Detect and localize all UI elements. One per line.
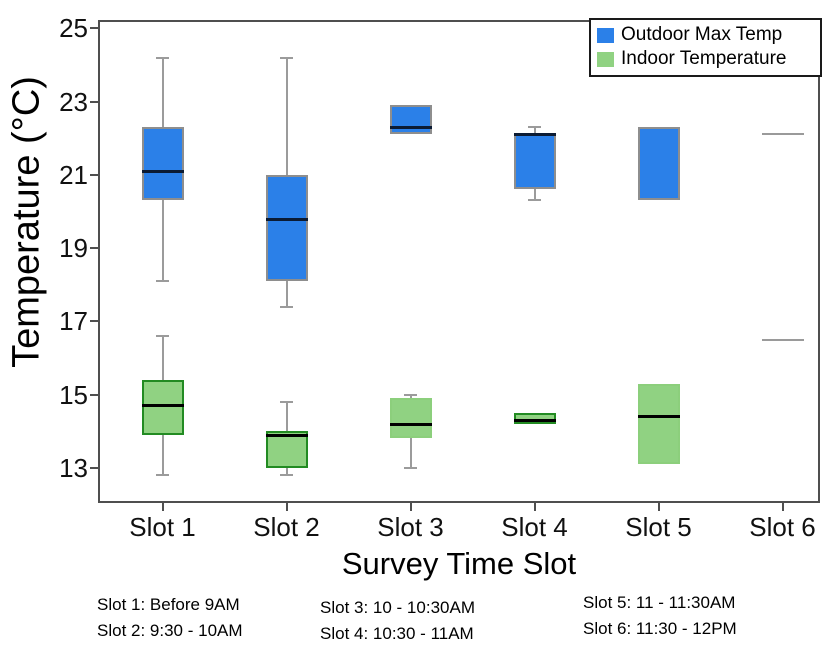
footnote-slot-3: Slot 3: 10 - 10:30AM (320, 598, 475, 617)
indoor-median-slot-2 (265, 433, 308, 437)
outdoor-upper-cap-slot-4 (528, 126, 541, 129)
outdoor-box-slot-4 (513, 134, 556, 190)
outdoor-lower-cap-slot-4 (528, 199, 541, 202)
x-tick-mark-2 (285, 503, 288, 511)
x-tick-label-5: Slot 5 (625, 512, 692, 542)
indoor-median-slot-4 (513, 419, 556, 423)
y-tick-mark-17 (90, 320, 98, 323)
footnote-column-1: Slot 1: Before 9AM Slot 2: 9:30 - 10AM (97, 592, 243, 644)
x-tick-mark-6 (781, 503, 784, 511)
y-tick-mark-23 (90, 100, 98, 103)
x-tick-label-2: Slot 2 (253, 512, 320, 542)
outdoor-median-slot-1 (141, 170, 184, 174)
legend-entry-outdoor: Outdoor Max Temp (597, 23, 814, 47)
indoor-upper-whisker-slot-2 (285, 401, 288, 432)
outdoor-upper-cap-slot-1 (156, 56, 169, 59)
y-tick-label-23: 23 (59, 86, 88, 117)
outdoor-upper-whisker-slot-1 (161, 57, 164, 128)
outdoor-upper-cap-slot-2 (280, 56, 293, 59)
footnote-slot-5: Slot 5: 11 - 11:30AM (583, 593, 736, 612)
outdoor-box-slot-5 (637, 127, 680, 201)
indoor-upper-whisker-slot-1 (161, 335, 164, 380)
indoor-upper-cap-slot-1 (156, 334, 169, 337)
footnote-slot-4: Slot 4: 10:30 - 11AM (320, 624, 474, 643)
y-tick-label-25: 25 (59, 13, 88, 44)
indoor-flat-line-slot-6 (761, 338, 804, 341)
indoor-median-slot-3 (389, 422, 432, 426)
x-tick-mark-1 (161, 503, 164, 511)
y-tick-label-19: 19 (59, 233, 88, 264)
indoor-upper-cap-slot-2 (280, 400, 293, 403)
outdoor-lower-whisker-slot-1 (161, 200, 164, 281)
indoor-box-slot-2 (265, 431, 308, 468)
legend-swatch-indoor-icon (597, 51, 614, 67)
footnote-column-3: Slot 5: 11 - 11:30AM Slot 6: 11:30 - 12P… (583, 590, 737, 642)
x-axis-title: Survey Time Slot (341, 546, 577, 581)
outdoor-box-slot-3 (389, 105, 432, 135)
x-tick-mark-5 (657, 503, 660, 511)
indoor-lower-whisker-slot-3 (409, 438, 412, 468)
y-tick-mark-19 (90, 247, 98, 250)
x-tick-label-6: Slot 6 (749, 512, 816, 542)
outdoor-lower-cap-slot-2 (280, 305, 293, 308)
x-tick-label-3: Slot 3 (377, 512, 444, 542)
y-tick-mark-15 (90, 393, 98, 396)
indoor-lower-cap-slot-2 (280, 474, 293, 477)
legend-entry-indoor: Indoor Temperature (597, 47, 814, 71)
legend: Outdoor Max Temp Indoor Temperature (589, 18, 822, 77)
x-tick-label-1: Slot 1 (129, 512, 196, 542)
indoor-median-slot-5 (637, 415, 680, 419)
x-tick-mark-3 (409, 503, 412, 511)
x-tick-mark-4 (533, 503, 536, 511)
y-tick-label-21: 21 (59, 159, 88, 190)
outdoor-median-slot-2 (265, 217, 308, 221)
outdoor-box-slot-1 (141, 127, 184, 201)
y-tick-mark-25 (90, 27, 98, 30)
footnote-column-2: Slot 3: 10 - 10:30AM Slot 4: 10:30 - 11A… (320, 595, 475, 646)
legend-swatch-outdoor-icon (597, 27, 614, 43)
footnote-slot-6: Slot 6: 11:30 - 12PM (583, 619, 737, 638)
outdoor-upper-whisker-slot-2 (285, 57, 288, 175)
outdoor-flat-line-slot-6 (761, 133, 804, 136)
plot-area (98, 20, 820, 503)
indoor-box-slot-4 (513, 412, 556, 424)
x-tick-label-4: Slot 4 (501, 512, 568, 542)
footnote-slot-2: Slot 2: 9:30 - 10AM (97, 621, 243, 640)
y-tick-mark-21 (90, 173, 98, 176)
indoor-upper-cap-slot-3 (404, 393, 417, 396)
indoor-box-slot-3 (389, 398, 432, 439)
outdoor-median-slot-3 (389, 126, 432, 130)
legend-label-indoor: Indoor Temperature (621, 48, 787, 69)
indoor-lower-cap-slot-3 (404, 466, 417, 469)
indoor-lower-whisker-slot-2 (285, 467, 288, 476)
y-tick-label-15: 15 (59, 379, 88, 410)
indoor-median-slot-1 (141, 404, 184, 408)
outdoor-lower-whisker-slot-2 (285, 280, 288, 307)
footnote-slot-1: Slot 1: Before 9AM (97, 595, 240, 614)
outdoor-upper-whisker-slot-4 (533, 127, 536, 135)
outdoor-lower-cap-slot-1 (156, 279, 169, 282)
y-tick-label-13: 13 (59, 452, 88, 483)
indoor-lower-cap-slot-1 (156, 474, 169, 477)
y-tick-mark-13 (90, 466, 98, 469)
outdoor-median-slot-4 (513, 133, 556, 137)
indoor-box-slot-5 (637, 383, 680, 465)
indoor-upper-whisker-slot-3 (409, 394, 412, 399)
legend-label-outdoor: Outdoor Max Temp (621, 24, 783, 45)
y-tick-label-17: 17 (59, 306, 88, 337)
outdoor-lower-whisker-slot-4 (533, 189, 536, 201)
indoor-lower-whisker-slot-1 (161, 434, 164, 476)
outdoor-box-slot-2 (265, 174, 308, 281)
